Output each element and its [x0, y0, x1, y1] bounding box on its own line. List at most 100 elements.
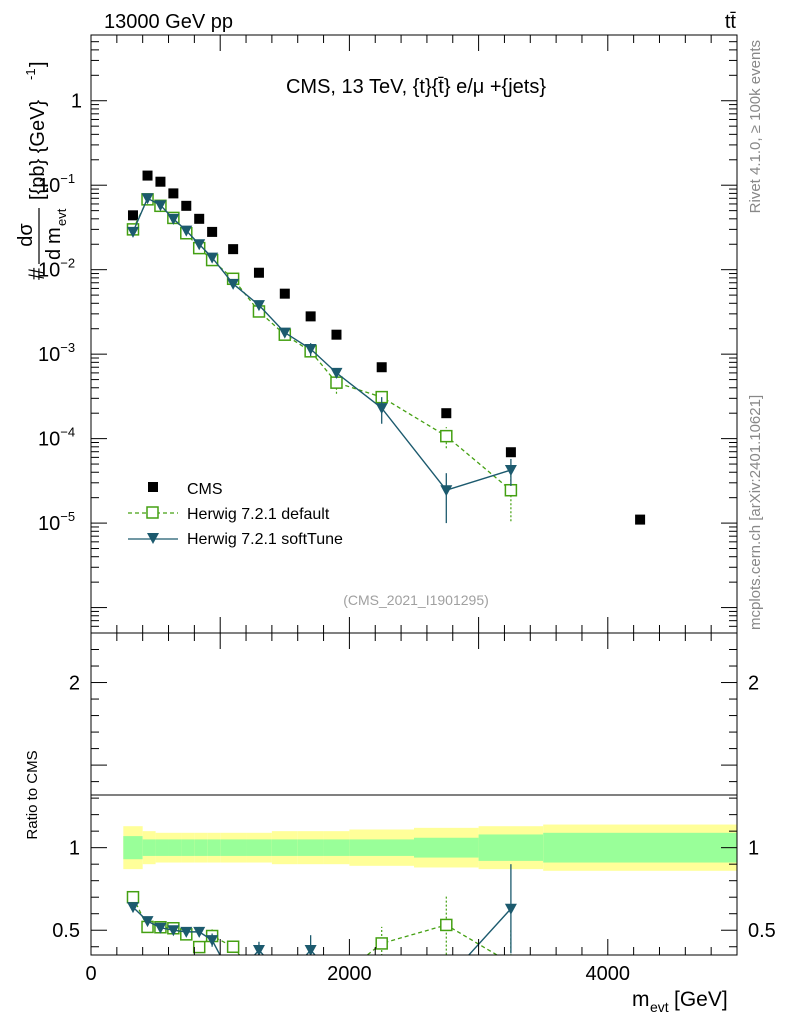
ratio-softtune-point — [193, 926, 206, 938]
ratio-band-inner — [297, 839, 324, 856]
cms-data-point — [376, 362, 387, 373]
ratio-softtune-point — [167, 925, 180, 937]
xlabel: m evt [GeV] — [632, 988, 728, 1015]
ratio-softtune-point — [154, 922, 167, 934]
cms-data-point — [635, 514, 646, 525]
softtune-data-point — [154, 200, 167, 212]
ylabel-units: [{pb} {GeV} — [27, 100, 49, 200]
ratio-softtune-point — [180, 926, 193, 938]
legend-cms-label: CMS — [187, 481, 223, 498]
cms-data-point — [305, 311, 316, 322]
ratio-band-inner — [271, 839, 298, 856]
ratio-ytick-label-right: 2 — [748, 673, 759, 695]
ratio-softtune-point — [304, 945, 317, 955]
cms-data-point — [142, 170, 153, 181]
cms-data-point — [181, 200, 192, 211]
ratio-band-inner — [123, 836, 143, 860]
ratio-xtick-label: 4000 — [586, 963, 631, 985]
xlabel-sub: evt — [650, 999, 669, 1015]
ratio-softtune-point — [376, 975, 388, 986]
cms-data-point — [155, 176, 166, 187]
ratio-ytick-label-right: 1 — [748, 838, 759, 860]
ratio-band-inner — [168, 839, 182, 856]
cms-data-point — [331, 329, 342, 340]
cms-data-point — [505, 447, 516, 458]
legend-soft-marker — [147, 533, 159, 544]
main-ytick-label: 10−4 — [38, 425, 75, 451]
cms-data-point — [207, 226, 218, 237]
softtune-data-point — [141, 193, 154, 205]
cms-data-point — [168, 188, 179, 199]
ratio-softtune-point — [440, 975, 452, 986]
ratio-ytick-label-right: 0.5 — [748, 920, 776, 942]
ratio-xtick-label: 0 — [85, 963, 96, 985]
ratio-ytick-label-left: 2 — [69, 673, 80, 695]
ratio-softtune-line — [132, 906, 512, 955]
ratio-bands — [123, 824, 737, 871]
ratio-ylabel: Ratio to CMS — [24, 750, 41, 839]
ratio-default-point — [253, 974, 264, 985]
legend-default-marker — [146, 506, 159, 519]
softtune-data-point — [330, 367, 343, 379]
ratio-ytick-label-left: 1 — [69, 838, 80, 860]
ylabel-denom-d: d — [43, 249, 65, 260]
ratio-band-inner — [181, 839, 195, 856]
ratio-softtune-point — [126, 902, 139, 914]
ratio-band-inner — [349, 839, 414, 856]
ratio-default-point — [440, 918, 453, 932]
default-series-line — [132, 198, 512, 491]
xlabel-unit: [GeV] — [674, 988, 728, 1011]
ylabel-denom-m: m — [43, 227, 65, 244]
main-ytick-label: 1 — [71, 91, 82, 113]
softtune-data-point — [193, 239, 206, 251]
softtune-data-point — [440, 485, 453, 497]
ratio-default-point — [505, 958, 516, 969]
cms-data-point — [441, 408, 452, 419]
ratio-default-point — [226, 940, 240, 953]
ratio-default-point — [126, 890, 140, 904]
main-ylabel: # dσ d m evt [{pb} {GeV} -1 ] — [15, 61, 69, 280]
softtune-data-point — [227, 278, 240, 290]
ratio-plot-frame — [90, 632, 738, 956]
ylabel-denom-sub: evt — [54, 208, 69, 226]
side-label-rivet: Rivet 4.1.0, ≥ 100k events — [747, 40, 764, 213]
softtune-data-point — [252, 300, 265, 312]
ratio-softtune-point — [279, 975, 291, 986]
cms-data-point — [228, 244, 239, 255]
legend: CMS Herwig 7.2.1 default Herwig 7.2.1 so… — [128, 481, 343, 548]
cms-data-point — [194, 213, 205, 224]
softtune-data-point — [504, 465, 517, 477]
ratio-band-inner — [323, 839, 350, 856]
ratio-ytick-label-left: 0.5 — [52, 920, 80, 942]
ylabel-numer: dσ — [15, 223, 37, 247]
ratio-band-inner — [207, 839, 221, 856]
ylabel-units-sup: -1 — [23, 68, 38, 80]
softtune-data-point — [375, 403, 388, 415]
cms-data-point — [127, 210, 138, 221]
ratio-band-inner — [478, 834, 544, 861]
ratio-softtune-point — [504, 903, 517, 915]
softtune-data-point — [167, 213, 180, 225]
softtune-data-point — [304, 344, 317, 356]
ratio-band-inner — [414, 837, 479, 858]
side-label-site: mcplots.cern.ch [arXiv:2401.10621] — [747, 395, 764, 630]
ratio-band-inner — [220, 839, 247, 856]
ratio-default-point — [279, 991, 290, 1002]
ratio-band-inner — [543, 832, 737, 863]
main-series — [126, 170, 646, 525]
legend-cms-marker — [148, 482, 158, 492]
ratio-default-point — [375, 937, 388, 950]
header-left: 13000 GeV pp — [104, 11, 233, 33]
softtune-data-point — [206, 252, 219, 264]
main-axis-ticks: 110−110−210−310−410−5 — [38, 34, 738, 634]
ratio-band-inner — [246, 839, 272, 856]
cms-data-point — [253, 267, 264, 278]
cms-data-point — [279, 288, 290, 299]
xlabel-m: m — [632, 988, 650, 1011]
main-ytick-label: 10−5 — [38, 509, 75, 535]
ratio-series — [126, 864, 517, 1002]
ratio-band-inner — [142, 839, 156, 856]
ratio-softtune-point — [206, 935, 219, 947]
main-title: CMS, 13 TeV, {t}{t̄} e/μ +{jets} — [286, 76, 546, 98]
legend-default-label: Herwig 7.2.1 default — [187, 506, 330, 523]
